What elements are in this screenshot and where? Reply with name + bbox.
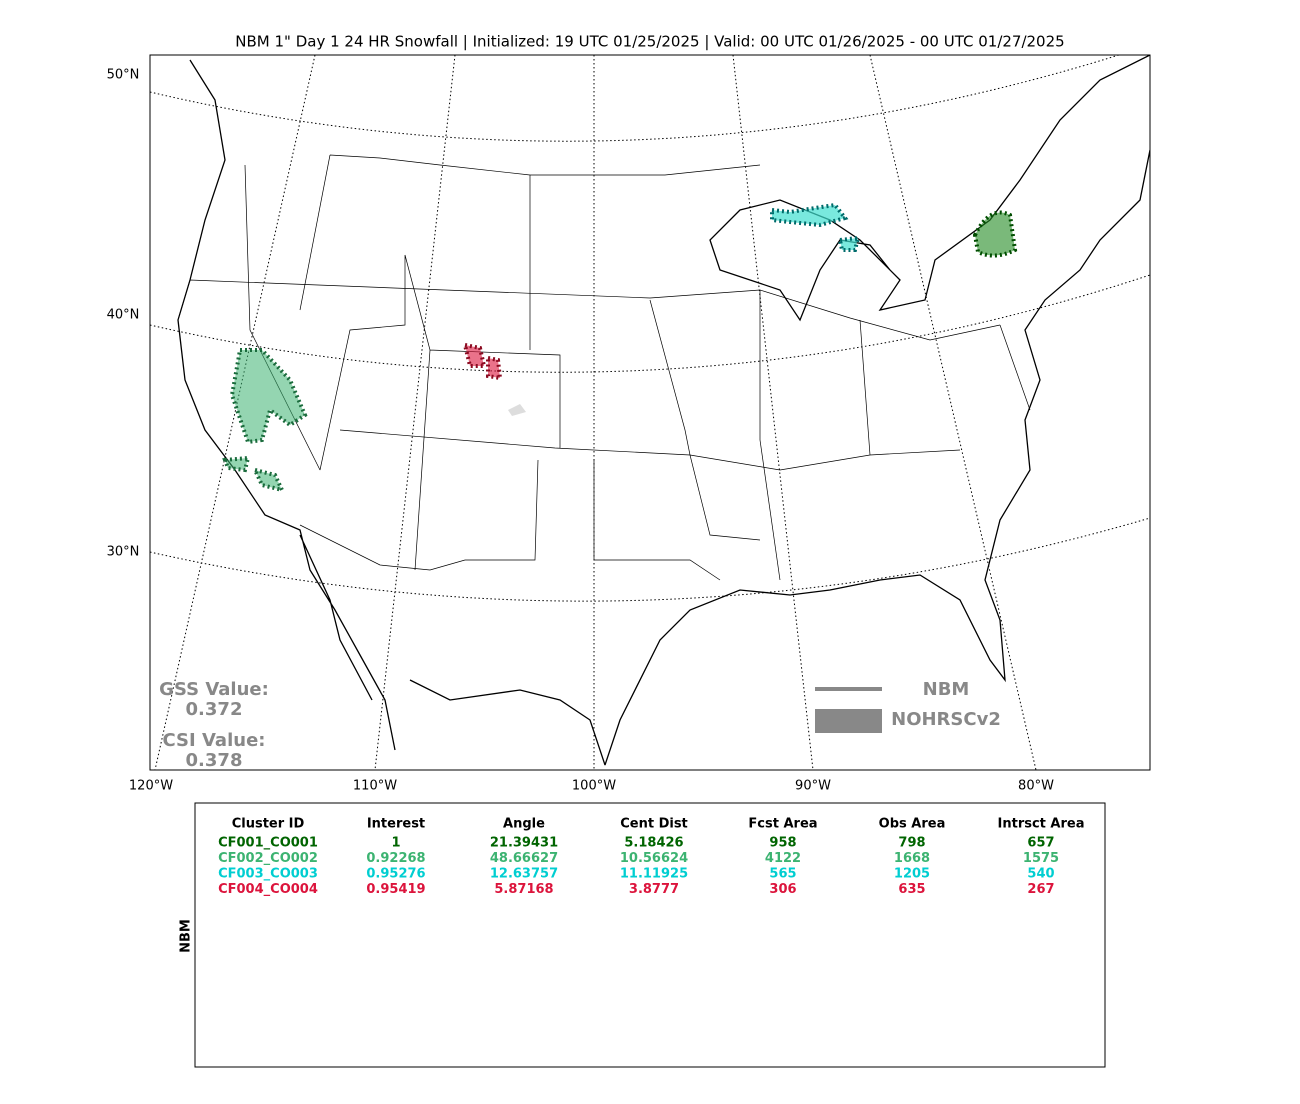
lon-label: 80°W: [1018, 779, 1054, 794]
graticule: [150, 55, 1121, 142]
table-cell: 635: [898, 882, 925, 897]
table-cell: 565: [769, 867, 796, 882]
table-cell: 1668: [894, 851, 930, 866]
lat-label: 50°N: [107, 68, 140, 83]
table-header: Angle: [503, 817, 545, 832]
csi-label: CSI Value:: [163, 730, 266, 751]
lon-label: 120°W: [129, 779, 173, 794]
cluster-cf001: [972, 210, 1018, 258]
table-cell: 0.92268: [366, 851, 425, 866]
table-cell: 21.39431: [490, 836, 558, 851]
table-cell: 657: [1027, 836, 1054, 851]
table-cell: 3.8777: [629, 882, 679, 897]
table-header: Cent Dist: [620, 817, 688, 832]
legend-patch: [815, 709, 882, 733]
axis-labels: 50°N 40°N 30°N 120°W 110°W 100°W 90°W 80°W: [107, 68, 1054, 794]
table-cell: 0.95419: [366, 882, 425, 897]
table-header: Interest: [367, 817, 425, 832]
table-cell: 306: [769, 882, 796, 897]
lon-label: 100°W: [572, 779, 616, 794]
table-side-label: NBM: [179, 919, 194, 953]
state-borders: [177, 154, 1031, 581]
table-cell: CF004_CO004: [218, 882, 318, 897]
cluster-cf004: [462, 342, 503, 381]
table-cell: CF003_CO003: [218, 867, 318, 882]
table: Cluster ID Interest Angle Cent Dist Fcst Are…: [218, 817, 1084, 898]
table-frame: [194, 802, 1106, 1068]
table-cell: 540: [1027, 867, 1054, 882]
table-cell: 798: [898, 836, 925, 851]
table-cell: 11.11925: [620, 867, 688, 882]
cluster-cf003: [770, 202, 861, 252]
table-header: Fcst Area: [748, 817, 817, 832]
table-header: Cluster ID: [232, 817, 305, 832]
lat-label: 40°N: [107, 308, 140, 323]
cluster-cf002: [222, 348, 308, 493]
lon-label: 110°W: [353, 779, 397, 794]
table-cell: 48.66627: [490, 851, 558, 866]
table-cell: 0.95276: [366, 867, 425, 882]
graticule: [150, 517, 1150, 602]
table-cell: 267: [1027, 882, 1054, 897]
table-cell: CF002_CO002: [218, 851, 318, 866]
gss-label: GSS Value:: [159, 679, 269, 700]
graticule: [150, 274, 1150, 373]
table-header: Obs Area: [879, 817, 946, 832]
table-cell: 5.87168: [494, 882, 553, 897]
coastline: [177, 55, 1150, 766]
map: GSS Value: 0.372 CSI Value: 0.378 NBM NO…: [149, 54, 1151, 771]
title: NBM 1" Day 1 24 HR Snowfall | Initialize…: [235, 33, 1064, 51]
gss-value: 0.372: [186, 699, 243, 720]
table-cell: 1205: [894, 867, 930, 882]
map-frame: [149, 54, 1151, 771]
table-cell: 4122: [765, 851, 801, 866]
legend-label: NOHRSCv2: [891, 709, 1001, 730]
lat-label: 30°N: [107, 545, 140, 560]
table-cell: 1: [391, 836, 400, 851]
table-cell: CF001_CO001: [218, 836, 318, 851]
table-header: Intrsct Area: [998, 817, 1085, 832]
csi-value: 0.378: [186, 750, 243, 771]
table-cell: 5.18426: [624, 836, 683, 851]
lon-label: 90°W: [795, 779, 831, 794]
unmatched-area: [508, 404, 526, 416]
table-cell: 10.56624: [620, 851, 688, 866]
table-cell: 958: [769, 836, 796, 851]
table-cell: 12.63757: [490, 867, 558, 882]
legend-label: NBM: [923, 679, 970, 700]
table-cell: 1575: [1023, 851, 1059, 866]
